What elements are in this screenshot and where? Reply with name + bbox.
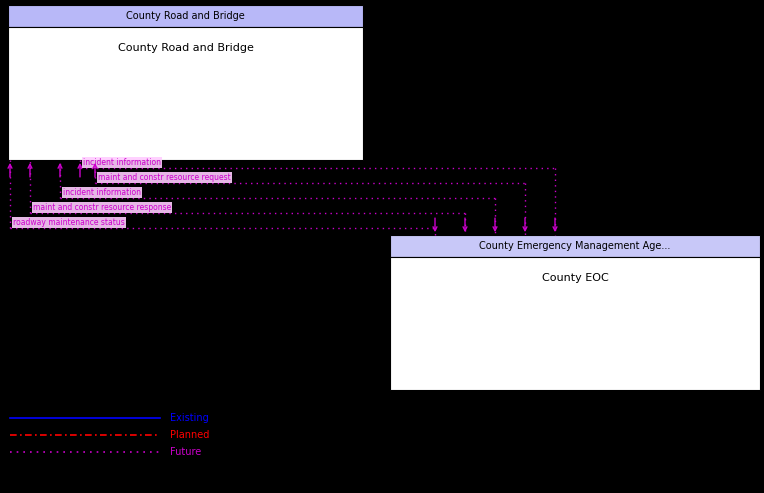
Text: incident information: incident information — [63, 188, 141, 197]
Bar — [8, 5, 363, 27]
Text: Planned: Planned — [170, 430, 209, 440]
Text: incident information: incident information — [83, 158, 161, 167]
Text: maint and constr resource response: maint and constr resource response — [33, 203, 171, 212]
Bar — [390, 257, 760, 390]
Bar — [390, 235, 760, 257]
Text: Existing: Existing — [170, 413, 209, 423]
Bar — [8, 27, 363, 160]
Text: County Road and Bridge: County Road and Bridge — [118, 43, 254, 53]
Text: maint and constr resource request: maint and constr resource request — [98, 173, 231, 182]
Text: County Emergency Management Age...: County Emergency Management Age... — [479, 241, 671, 251]
Text: County EOC: County EOC — [542, 273, 608, 283]
Text: County Road and Bridge: County Road and Bridge — [126, 11, 245, 21]
Text: roadway maintenance status: roadway maintenance status — [13, 218, 125, 227]
Text: Future: Future — [170, 447, 201, 457]
